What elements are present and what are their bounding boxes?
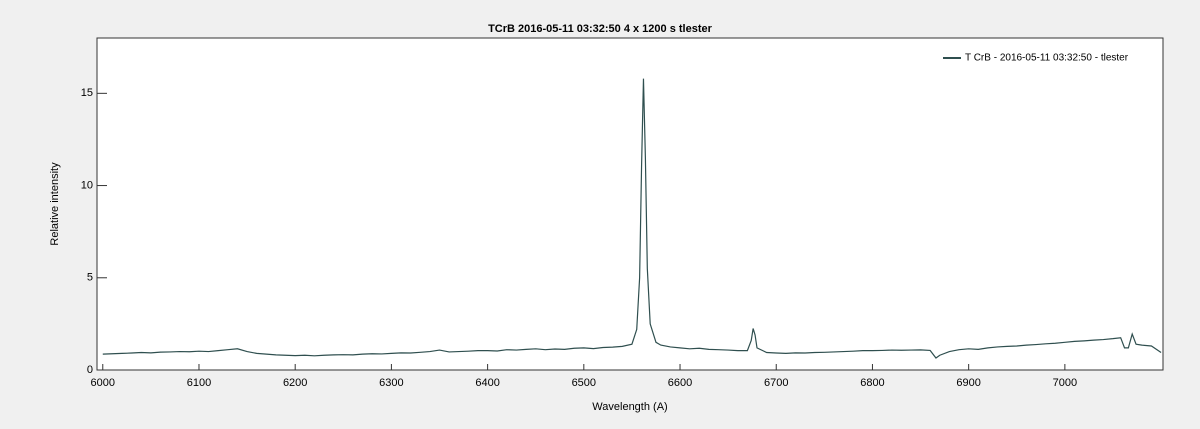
y-tick-label: 10: [81, 179, 93, 191]
y-tick-label: 0: [87, 364, 93, 376]
x-tick-label: 7000: [1053, 377, 1077, 389]
legend-label: T CrB - 2016-05-11 03:32:50 - tlester: [965, 53, 1129, 64]
y-axis-label: Relative intensity: [49, 162, 61, 246]
x-tick-label: 6600: [668, 377, 692, 389]
spectrum-line: [102, 78, 1162, 359]
y-tick-label: 5: [87, 272, 93, 284]
chart-title: TCrB 2016-05-11 03:32:50 4 x 1200 s tles…: [488, 23, 713, 35]
x-tick-label: 6100: [187, 377, 211, 389]
x-tick-label: 6700: [764, 377, 788, 389]
x-axis-label: Wavelength (A): [592, 401, 667, 413]
x-tick-label: 6800: [860, 377, 884, 389]
x-tick-label: 6900: [956, 377, 980, 389]
y-tick-label: 15: [81, 87, 93, 99]
x-tick-label: 6400: [475, 377, 499, 389]
x-tick-label: 6500: [572, 377, 596, 389]
x-tick-label: 6000: [91, 377, 115, 389]
x-tick-label: 6300: [379, 377, 403, 389]
x-tick-label: 6200: [283, 377, 307, 389]
plot-area: [96, 37, 1164, 371]
